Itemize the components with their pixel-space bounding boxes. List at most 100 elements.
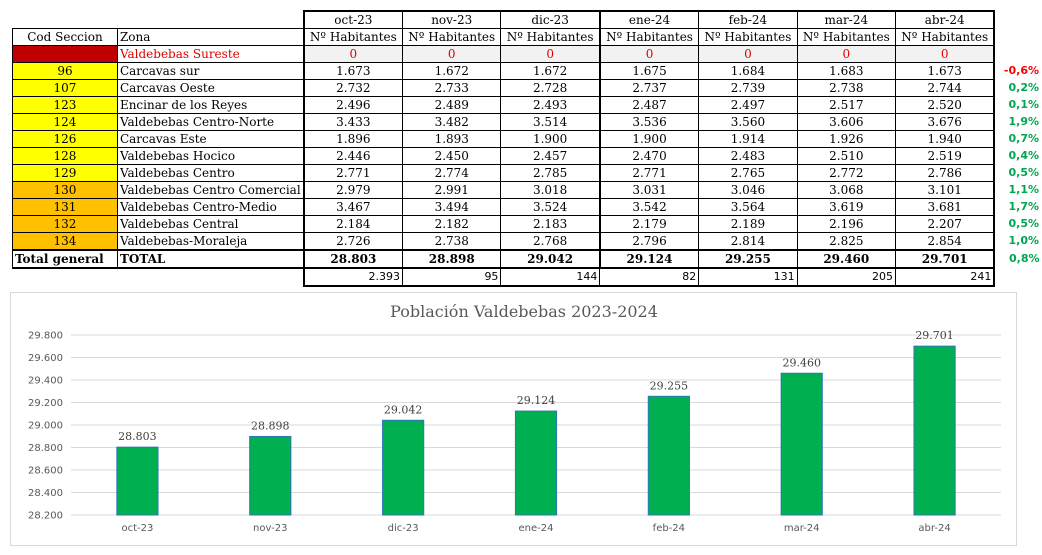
- difference-cell: 205: [796, 267, 897, 287]
- monthly-difference-row: 2.393 95 144 82 131 205 241: [13, 267, 1042, 287]
- header-habitantes: Nº Habitantes: [796, 28, 897, 46]
- habitantes-cell: 1.672: [500, 62, 601, 80]
- bar-dic-23: [382, 419, 425, 516]
- y-tick-label: 29.800: [28, 331, 63, 342]
- blank-cell: [13, 268, 118, 286]
- difference-cell: 241: [895, 267, 996, 287]
- zona-cell: Valdebebas Hocico: [116, 147, 305, 165]
- zona-cell: Carcavas Este: [116, 130, 305, 148]
- y-tick-label: 28.800: [28, 443, 63, 454]
- difference-cell: 95: [402, 267, 502, 287]
- habitantes-cell: 2.738: [796, 79, 897, 97]
- data-label: 29.701: [915, 329, 954, 342]
- header-habitantes: Nº Habitantes: [402, 28, 502, 46]
- growth-pct-cell: 1,1%: [1008, 183, 1039, 196]
- month-header-feb-24: feb-24: [698, 10, 798, 29]
- habitantes-cell: 2.733: [402, 79, 502, 97]
- table-row: 130 Valdebebas Centro Comercial 2.979 2.991…: [12, 181, 1042, 199]
- total-label-cell: Total general: [12, 249, 118, 269]
- habitantes-cell: 3.031: [599, 181, 700, 199]
- month-header-nov-23: nov-23: [402, 10, 502, 29]
- month-header-ene-24: ene-24: [599, 10, 700, 29]
- habitantes-cell: 2.768: [500, 232, 601, 251]
- cod-seccion-cell: 96: [12, 62, 118, 80]
- habitantes-cell: 2.726: [302, 232, 404, 251]
- growth-pct-cell: [994, 46, 1041, 63]
- month-header-row: oct-23 nov-23 dic-23 ene-24 feb-24 mar-24 abr-…: [13, 10, 1042, 29]
- habitantes-cell: 3.524: [500, 198, 601, 216]
- blank-cell: [994, 29, 1041, 46]
- cod-seccion-cell: 123: [12, 96, 118, 114]
- zona-cell: Encinar de los Reyes: [116, 96, 305, 114]
- habitantes-cell: 2.510: [796, 147, 897, 165]
- bar-abr-24: [913, 345, 956, 516]
- habitantes-cell: 2.446: [302, 147, 404, 165]
- blank-cell: [994, 11, 1041, 29]
- y-tick-label: 29.400: [28, 376, 63, 387]
- habitantes-cell: 2.489: [402, 96, 502, 114]
- blank-cell: [994, 268, 1041, 286]
- habitantes-cell: 2.519: [895, 147, 996, 165]
- header-habitantes: Nº Habitantes: [302, 28, 404, 46]
- zona-cell: Valdebebas Sureste: [116, 45, 305, 63]
- y-tick-label: 29.000: [28, 421, 63, 432]
- growth-pct-cell: 1,7%: [1008, 200, 1039, 213]
- habitantes-cell: 2.487: [599, 96, 700, 114]
- habitantes-cell: 2.737: [599, 79, 700, 97]
- growth-pct-cell: 0,2%: [1008, 81, 1039, 94]
- cod-seccion-cell: 132: [12, 215, 118, 233]
- header-habitantes: Nº Habitantes: [698, 28, 798, 46]
- habitantes-cell: 2.771: [599, 164, 700, 182]
- habitantes-cell: 3.619: [796, 198, 897, 216]
- month-header-abr-24: abr-24: [895, 10, 996, 29]
- zona-cell: Valdebebas Centro-Norte: [116, 113, 305, 131]
- zona-cell: Valdebebas-Moraleja: [116, 232, 305, 251]
- habitantes-cell: 2.450: [402, 147, 502, 165]
- table-row: 123 Encinar de los Reyes 2.496 2.489 2.493 2.…: [12, 96, 1042, 114]
- habitantes-cell: 2.183: [500, 215, 601, 233]
- habitantes-cell: 3.606: [796, 113, 897, 131]
- growth-pct-cell: 0,5%: [1008, 166, 1039, 179]
- habitantes-cell: 2.785: [500, 164, 601, 182]
- x-tick-label: feb-24: [653, 523, 685, 534]
- habitantes-cell: 2.739: [698, 79, 798, 97]
- y-tick-label: 28.600: [28, 466, 63, 477]
- growth-pct-cell: 0,5%: [1008, 217, 1039, 230]
- habitantes-cell: 3.046: [698, 181, 798, 199]
- habitantes-cell: 1.672: [402, 62, 502, 80]
- growth-pct-cell: 1,0%: [1008, 234, 1039, 248]
- habitantes-cell: 2.772: [796, 164, 897, 182]
- table-row: 124 Valdebebas Centro-Norte 3.433 3.482 3.51…: [12, 113, 1042, 131]
- habitantes-cell: 2.796: [599, 232, 700, 251]
- habitantes-cell: 2.825: [796, 232, 897, 251]
- habitantes-cell: 3.482: [402, 113, 502, 131]
- cod-seccion-cell: 129: [12, 164, 118, 182]
- cod-seccion-cell: 134: [12, 232, 118, 251]
- habitantes-cell: 3.467: [302, 198, 404, 216]
- x-tick-label: nov-23: [253, 523, 287, 534]
- habitantes-cell: 2.179: [599, 215, 700, 233]
- difference-cell: 2.393: [302, 267, 404, 287]
- habitantes-cell: 0: [698, 45, 798, 63]
- habitantes-cell: 3.676: [895, 113, 996, 131]
- habitantes-cell: 2.497: [698, 96, 798, 114]
- cod-seccion-cell: 130: [12, 181, 118, 199]
- habitantes-cell: 2.470: [599, 147, 700, 165]
- habitantes-cell: 2.744: [895, 79, 996, 97]
- habitantes-cell: 2.854: [895, 232, 996, 251]
- habitantes-cell: 2.189: [698, 215, 798, 233]
- habitantes-cell: 1.914: [698, 130, 798, 148]
- total-value-cell: 29.701: [895, 249, 996, 269]
- zona-cell: Valdebebas Central: [116, 215, 305, 233]
- habitantes-cell: 2.979: [302, 181, 404, 199]
- habitantes-cell: 2.991: [402, 181, 502, 199]
- header-habitantes: Nº Habitantes: [500, 28, 601, 46]
- month-header-oct-23: oct-23: [302, 10, 404, 29]
- habitantes-cell: 1.673: [895, 62, 996, 80]
- habitantes-cell: 2.182: [402, 215, 502, 233]
- table-row: 129 Valdebebas Centro 2.771 2.774 2.785 2.771…: [12, 164, 1042, 182]
- habitantes-cell: 2.196: [796, 215, 897, 233]
- habitantes-cell: 2.184: [302, 215, 404, 233]
- zona-cell: Carcavas Oeste: [116, 79, 305, 97]
- data-label: 29.255: [650, 379, 689, 392]
